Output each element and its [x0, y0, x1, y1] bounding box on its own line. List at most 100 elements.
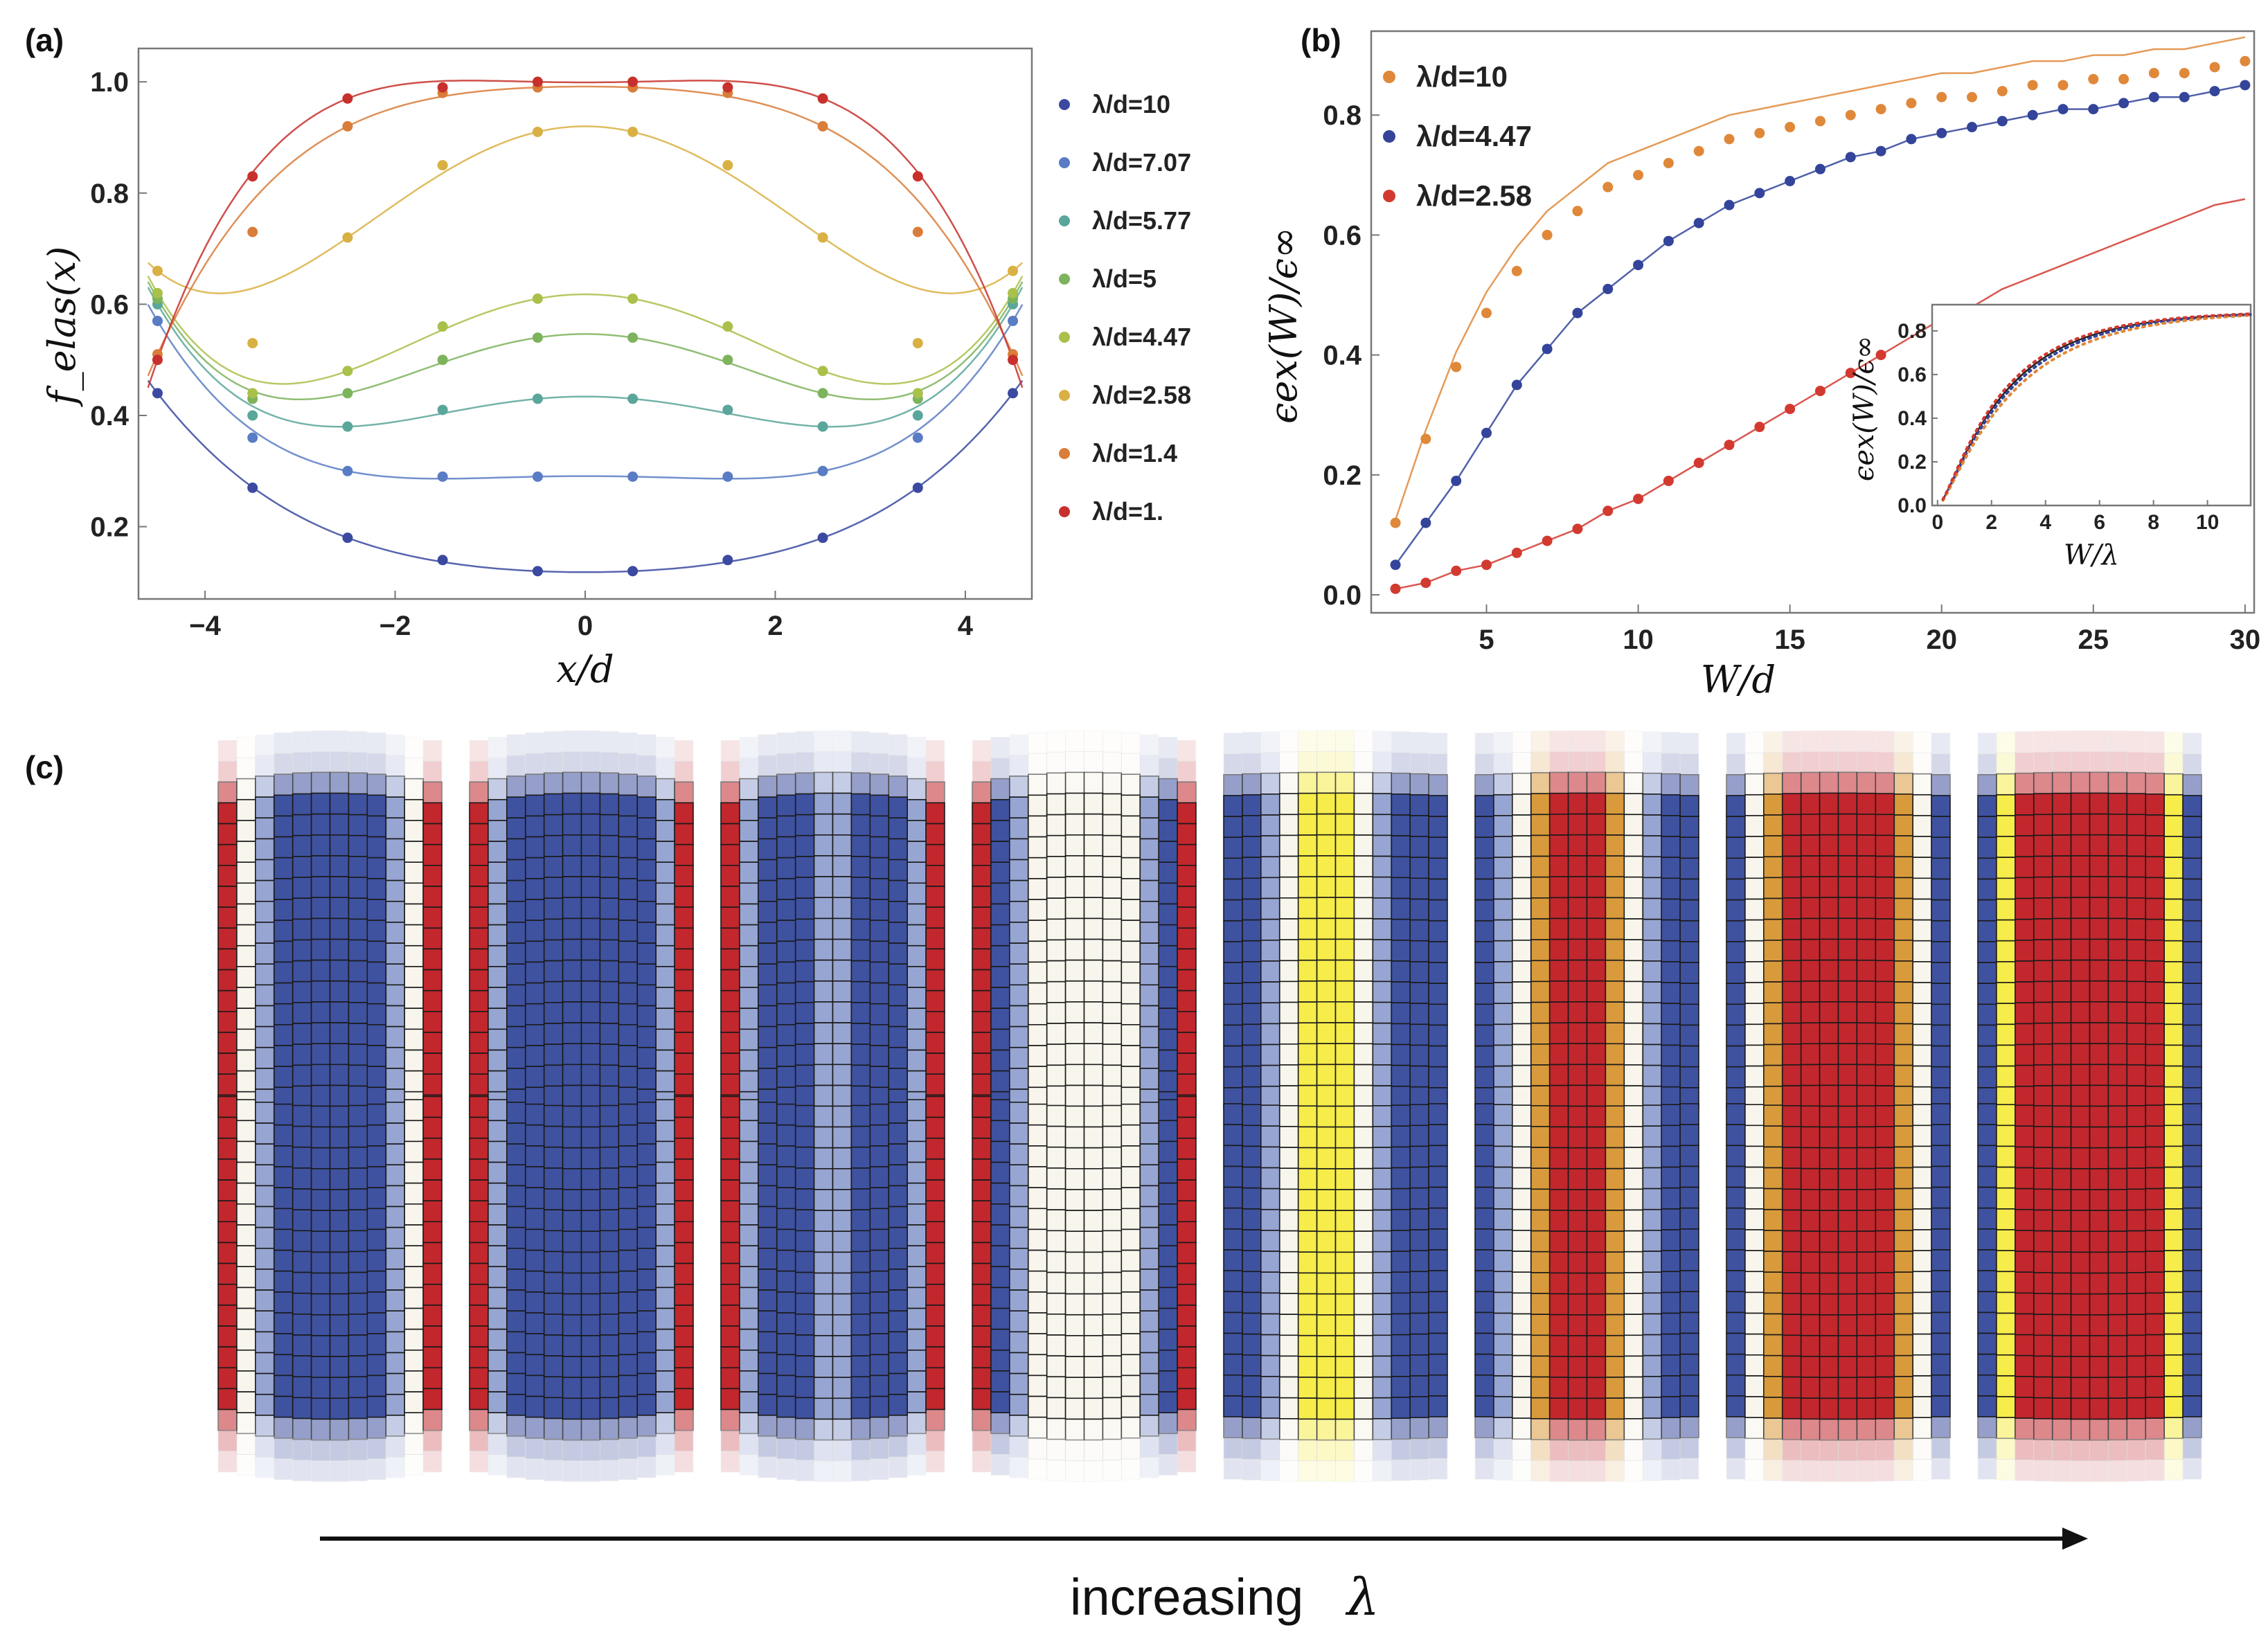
strip-tile — [1046, 1002, 1066, 1024]
strip-tile — [366, 773, 386, 796]
strip-tile — [1996, 1065, 2016, 1088]
strip-tile — [2126, 939, 2147, 961]
strip-tile — [1856, 1356, 1877, 1378]
strip-tile — [1800, 1126, 1821, 1149]
strip-tile — [1977, 1353, 1997, 1376]
strip-tile — [366, 899, 386, 921]
strip-tile — [1242, 1125, 1262, 1147]
strip-tile — [310, 1397, 331, 1420]
strip-tile — [1353, 855, 1374, 877]
strip-tile — [2182, 899, 2202, 922]
strip-tile — [1372, 960, 1393, 983]
strip-tile — [1996, 1417, 2016, 1440]
strip-tile — [1977, 1374, 1997, 1397]
strip-tile — [972, 1200, 992, 1223]
strip-tile — [469, 1367, 489, 1390]
strip-tile — [1242, 773, 1262, 796]
strip-tile — [720, 1305, 740, 1327]
panel-a-data-point — [912, 338, 923, 349]
strip-tile — [599, 1023, 620, 1045]
strip-tile — [1260, 1125, 1280, 1148]
strip-tile — [2071, 730, 2090, 752]
strip-tile — [2163, 940, 2184, 962]
strip-tile — [1139, 1206, 1160, 1228]
strip-tile — [404, 820, 424, 842]
strip-tile — [2070, 1084, 2091, 1107]
strip-tile — [739, 841, 759, 863]
strip-tile — [2070, 771, 2091, 794]
strip-tile — [814, 1440, 833, 1462]
strip-tile — [1260, 1146, 1280, 1169]
strip-tile — [1819, 1335, 1839, 1357]
strip-tile — [273, 1124, 294, 1147]
strip-tile — [1996, 815, 2016, 837]
strip-tile — [1661, 1125, 1681, 1147]
strip-tile — [310, 813, 331, 836]
strip-tile — [776, 857, 796, 879]
strip-tile — [1800, 1001, 1821, 1023]
strip-tile — [2015, 1438, 2035, 1460]
strip-tile — [404, 778, 424, 800]
strip-tile — [1744, 1417, 1765, 1440]
strip-tile — [562, 897, 582, 920]
strip-tile — [1139, 1394, 1160, 1416]
strip-tile — [1223, 1045, 1243, 1068]
strip-tile — [1083, 897, 1104, 920]
strip-tile — [1661, 731, 1681, 753]
strip-tile — [1391, 1125, 1411, 1148]
strip-tile — [925, 1305, 945, 1327]
strip-tile — [1912, 1044, 1932, 1067]
strip-tile — [2015, 814, 2035, 836]
strip-tile — [1028, 1416, 1048, 1439]
strip-tile — [2033, 1064, 2053, 1086]
strip-tile — [813, 917, 834, 940]
strip-tile — [2126, 1314, 2147, 1336]
strip-tile — [599, 1271, 620, 1294]
strip-tile — [2126, 793, 2147, 815]
strip-tile — [851, 1439, 870, 1461]
strip-tile — [972, 1284, 992, 1306]
strip-tile — [990, 778, 1010, 800]
strip-tile — [794, 856, 815, 878]
strip-tile — [469, 740, 489, 762]
strip-tile — [1996, 919, 2016, 942]
panel-b-data-point — [1451, 361, 1462, 373]
strip-tile — [1316, 1230, 1337, 1253]
strip-tile — [1409, 1459, 1429, 1481]
strip-tile — [1856, 792, 1877, 815]
strip-tile — [543, 1397, 564, 1419]
strip-tile — [1548, 1064, 1569, 1086]
strip-tile — [2051, 1105, 2072, 1128]
strip-tile — [1642, 731, 1662, 753]
strip-tile — [1120, 1145, 1141, 1167]
strip-tile — [1158, 1070, 1178, 1093]
panel-a-data-point — [342, 93, 353, 104]
strip-tile — [254, 1005, 275, 1028]
strip-tile — [925, 1073, 945, 1096]
strip-tile — [1605, 855, 1625, 877]
panel-a-legend-marker — [1059, 390, 1070, 401]
strip-tile — [1931, 1207, 1951, 1230]
strip-tile — [1875, 1001, 1895, 1024]
strip-tile — [1260, 877, 1280, 899]
strip-tile — [1409, 1312, 1429, 1335]
strip-tile — [2145, 940, 2166, 962]
strip-tile — [1567, 959, 1588, 982]
strip-tile — [1977, 983, 1997, 1005]
strip-tile — [1800, 980, 1821, 1003]
strip-tile — [813, 1293, 834, 1316]
strip-tile — [422, 740, 443, 762]
strip-tile — [2163, 1354, 2184, 1377]
strip-tile — [1530, 1209, 1551, 1232]
strip-tile — [1837, 1168, 1858, 1190]
strip-tile — [292, 1417, 312, 1440]
strip-tile — [1912, 1396, 1932, 1418]
strip-tile — [2145, 960, 2166, 983]
strip-tile — [2126, 1167, 2147, 1190]
strip-tile — [758, 734, 778, 756]
panel-a-data-point — [1008, 265, 1019, 276]
strip-tile — [1977, 857, 1997, 880]
strip-tile — [1279, 1355, 1299, 1378]
strip-tile — [794, 980, 815, 1003]
strip-tile — [1856, 1043, 1877, 1066]
